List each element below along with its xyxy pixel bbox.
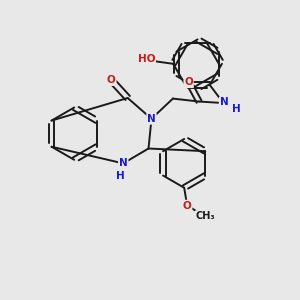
Text: CH₃: CH₃ [196,211,215,221]
Text: O: O [183,201,191,211]
Text: N: N [119,158,128,168]
Text: O: O [184,77,193,87]
Text: HO: HO [138,54,155,64]
Text: H: H [232,104,241,114]
Text: O: O [107,75,116,85]
Text: N: N [220,98,228,107]
Text: H: H [116,171,125,181]
Text: N: N [147,114,156,124]
